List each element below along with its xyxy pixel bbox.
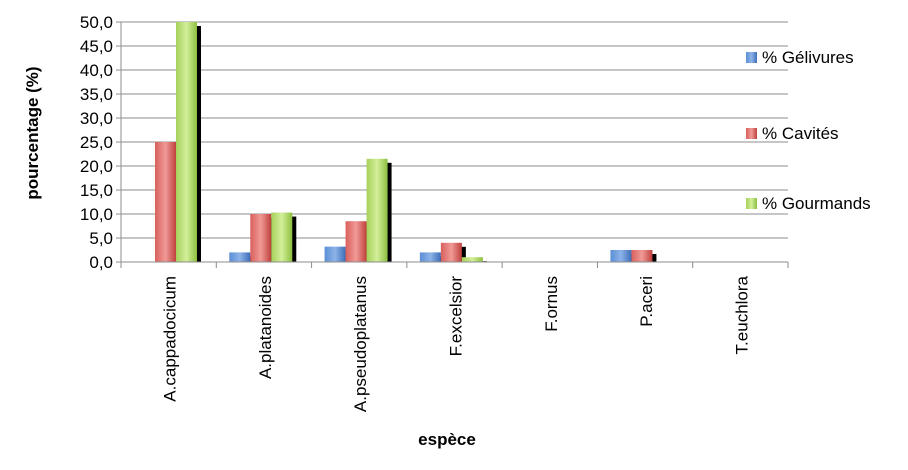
y-axis-title: pourcentage (%) <box>23 66 42 199</box>
y-tick-label: 45,0 <box>80 37 113 56</box>
bar <box>419 252 441 262</box>
x-category-label: A.pseudoplatanus <box>351 276 370 412</box>
y-tick-label: 5,0 <box>89 229 113 248</box>
bar <box>229 252 251 262</box>
bar <box>345 221 367 262</box>
bar <box>366 158 388 262</box>
legend-swatch <box>746 52 757 63</box>
legend-swatch <box>746 198 757 209</box>
y-tick-label: 35,0 <box>80 85 113 104</box>
legend: % Gélivures % Cavités % Gourmands <box>746 48 871 213</box>
bar-shadow <box>196 26 201 262</box>
y-tick-label: 30,0 <box>80 109 113 128</box>
y-tick-label: 25,0 <box>80 133 113 152</box>
legend-label: % Cavités <box>762 124 839 143</box>
y-tick-label: 20,0 <box>80 157 113 176</box>
x-category-label: T.euchlora <box>732 275 751 354</box>
x-category-label: A.platanoides <box>256 276 275 379</box>
bar-shadow <box>291 216 297 262</box>
bar <box>461 257 483 262</box>
y-tick-label: 40,0 <box>80 61 113 80</box>
legend-swatch <box>746 128 757 139</box>
bar-shadow <box>651 254 657 262</box>
x-category-label: F.ornus <box>542 276 561 332</box>
bar <box>631 250 653 262</box>
bar <box>176 22 197 262</box>
bar-shadow <box>460 246 466 262</box>
y-tick-label: 15,0 <box>80 181 113 200</box>
bar <box>155 142 176 262</box>
bar <box>610 250 632 262</box>
y-tick-label: 10,0 <box>80 205 113 224</box>
x-category-label: P.aceri <box>637 276 656 327</box>
bar <box>324 246 346 262</box>
bar <box>440 242 462 262</box>
bar-shadow <box>386 162 392 262</box>
y-tick-label: 50,0 <box>80 13 113 32</box>
y-tick-label: 0,0 <box>89 253 113 272</box>
bar <box>250 214 272 262</box>
bar <box>271 212 293 262</box>
axes: 0,0 5,0 10,0 15,0 20,0 25,0 30,0 35,0 40,0 45,0 50… <box>80 13 789 412</box>
x-category-label: A.cappadocicum <box>161 276 180 402</box>
legend-label: % Gourmands <box>762 194 871 213</box>
bars <box>155 22 657 262</box>
gridlines <box>121 21 788 239</box>
x-axis-title: espèce <box>418 430 476 449</box>
legend-label: % Gélivures <box>762 48 854 67</box>
x-category-label: F.excelsior <box>447 276 466 357</box>
